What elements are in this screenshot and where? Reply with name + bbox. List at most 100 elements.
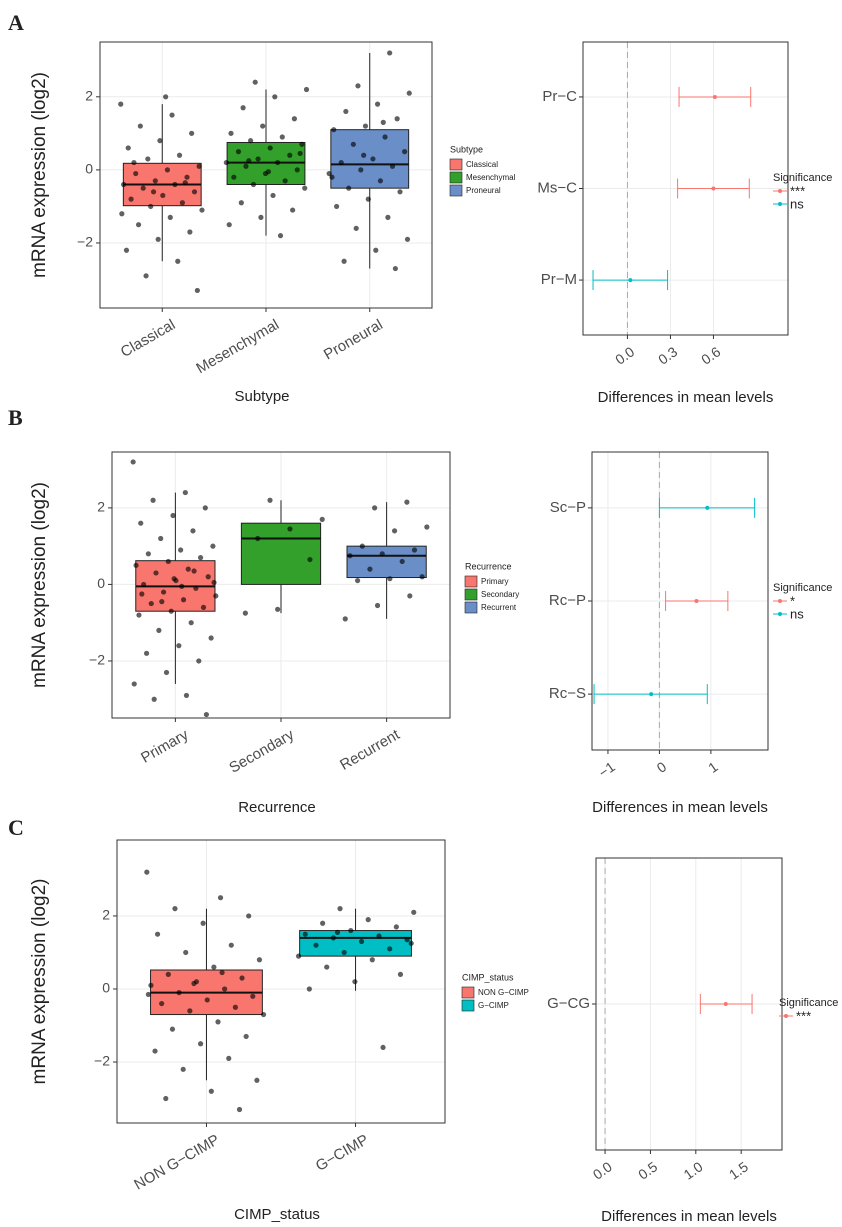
x-tick-label: Mesenchymal xyxy=(193,316,282,377)
jitter-point xyxy=(374,101,381,107)
jitter-point xyxy=(151,696,157,702)
jitter-point xyxy=(208,635,214,641)
jitter-point xyxy=(358,167,364,173)
legend-key xyxy=(464,601,478,614)
estimate-point xyxy=(649,692,654,697)
jitter-point xyxy=(392,265,398,272)
legend-key xyxy=(449,158,463,171)
legend-label: Primary xyxy=(481,577,509,586)
x-axis-title: Differences in mean levels xyxy=(592,799,768,816)
jitter-point xyxy=(313,942,319,948)
jitter-point xyxy=(369,957,375,963)
jitter-point xyxy=(133,562,139,568)
jitter-point xyxy=(377,178,384,184)
plot-border xyxy=(595,857,783,1151)
jitter-point xyxy=(404,937,410,943)
plot-border xyxy=(116,839,446,1124)
x-tick-label: 1 xyxy=(705,758,721,776)
y-tick-label: 2 xyxy=(102,907,110,923)
x-tick-label: 0 xyxy=(654,758,670,776)
jitter-point xyxy=(131,681,137,687)
jitter-point xyxy=(252,79,258,85)
jitter-point xyxy=(246,158,252,164)
jitter-point xyxy=(141,581,147,588)
legend-key-dot xyxy=(778,599,782,603)
jitter-point xyxy=(374,602,381,609)
jitter-point xyxy=(203,711,210,718)
jitter-point xyxy=(402,149,408,155)
jitter-point xyxy=(250,181,257,188)
jitter-point xyxy=(179,583,185,589)
jitter-point xyxy=(326,170,332,177)
jitter-point xyxy=(163,94,169,100)
legend-title: Recurrence xyxy=(465,561,512,571)
y-tick-label: Rc−P xyxy=(549,592,586,609)
jitter-point xyxy=(180,1066,186,1072)
jitter-point xyxy=(387,576,393,582)
y-axis-title: mRNA expression (log2) xyxy=(29,879,50,1085)
jitter-point xyxy=(407,593,413,599)
jitter-point xyxy=(354,577,361,584)
jitter-point xyxy=(211,579,217,586)
jitter-point xyxy=(247,138,254,144)
jitter-point xyxy=(135,222,142,228)
jitter-point xyxy=(267,145,273,151)
y-tick-label: Ms−C xyxy=(537,179,577,196)
legend-label: *** xyxy=(796,1008,811,1023)
jitter-point xyxy=(397,189,403,195)
jitter-point xyxy=(346,185,352,191)
jitter-point xyxy=(193,585,199,591)
jitter-point xyxy=(123,247,130,253)
jitter-point xyxy=(159,1000,165,1007)
x-tick-label: 0.0 xyxy=(590,1158,615,1182)
jitter-point xyxy=(290,207,296,213)
jitter-point xyxy=(353,225,359,231)
legend-label: NON G−CIMP xyxy=(478,988,529,997)
jitter-point xyxy=(196,163,202,169)
jitter-point xyxy=(294,167,300,173)
jitter-point xyxy=(397,971,404,977)
x-tick-label: 0.5 xyxy=(635,1158,660,1182)
jitter-point xyxy=(411,547,418,553)
jitter-point xyxy=(275,159,281,166)
panel-label: A xyxy=(8,10,24,35)
jitter-point xyxy=(254,1077,260,1083)
jitter-point xyxy=(154,931,161,937)
legend-key xyxy=(461,986,475,999)
jitter-point xyxy=(185,566,191,572)
legend-key-dot xyxy=(784,1014,788,1018)
jitter-point xyxy=(226,1055,232,1061)
jitter-point xyxy=(190,528,196,534)
jitter-point xyxy=(258,214,264,220)
jitter-point xyxy=(208,1088,214,1094)
y-tick-label: 0 xyxy=(85,161,93,177)
jitter-point xyxy=(172,906,178,912)
jitter-point xyxy=(196,658,202,664)
jitter-point xyxy=(130,459,136,465)
jitter-point xyxy=(394,116,400,122)
jitter-point xyxy=(342,616,348,622)
y-tick-label: 2 xyxy=(85,88,93,104)
y-tick-label: Pr−M xyxy=(541,271,577,288)
y-tick-label: Rc−S xyxy=(549,685,586,702)
x-tick-label: −1 xyxy=(596,758,618,780)
jitter-point xyxy=(204,997,210,1003)
jitter-point xyxy=(131,159,137,166)
legend-label: Proneural xyxy=(466,186,501,195)
jitter-point xyxy=(382,134,388,140)
jitter-point xyxy=(236,1106,243,1113)
jitter-point xyxy=(165,971,171,977)
jitter-point xyxy=(361,152,367,158)
legend-label: *** xyxy=(790,183,805,198)
jitter-point xyxy=(350,141,356,147)
jitter-point xyxy=(133,170,139,177)
jitter-point xyxy=(256,957,263,963)
jitter-point xyxy=(167,214,173,220)
plot-border xyxy=(582,41,789,336)
jitter-point xyxy=(128,196,134,202)
jitter-point xyxy=(199,207,205,213)
jitter-point xyxy=(178,547,184,553)
jitter-point xyxy=(169,112,175,118)
jitter-point xyxy=(202,505,208,511)
estimate-point xyxy=(723,1002,728,1006)
